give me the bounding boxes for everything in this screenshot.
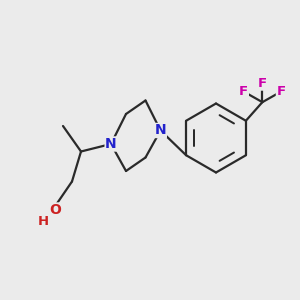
Text: F: F [258, 77, 267, 90]
Text: F: F [276, 85, 286, 98]
Text: H: H [37, 215, 49, 228]
Text: F: F [239, 85, 248, 98]
Text: N: N [105, 137, 117, 151]
Text: N: N [155, 124, 166, 137]
Text: O: O [50, 203, 61, 217]
